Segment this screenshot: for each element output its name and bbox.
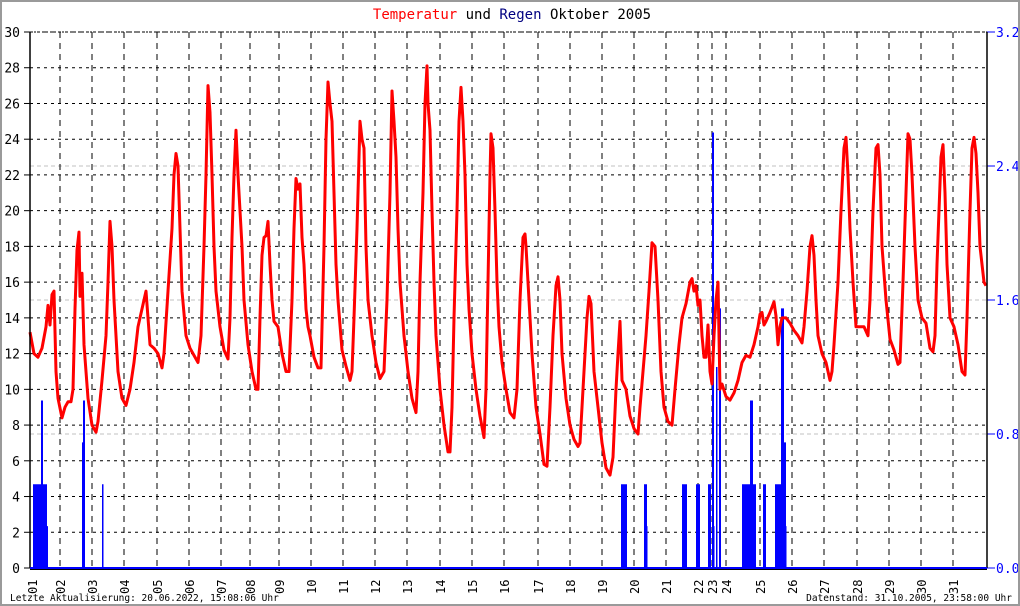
title-month: Oktober 2005 — [550, 7, 651, 23]
x-tick-label: 21 — [660, 580, 674, 594]
x-tick-label: 23 — [706, 580, 720, 594]
rain-bar — [82, 442, 84, 568]
rain-bar — [781, 308, 784, 568]
rain-bar — [83, 400, 85, 568]
grid — [30, 31, 987, 568]
x-tick-label: 29 — [883, 580, 897, 594]
rain-bar — [621, 484, 627, 568]
rain-bar — [785, 526, 787, 568]
rain-bar — [763, 484, 766, 568]
x-tick-label: 05 — [151, 580, 165, 594]
rain-bar — [696, 484, 700, 568]
rain-bar — [46, 526, 48, 568]
x-tick-label: 31 — [947, 580, 961, 594]
x-tick-label: 16 — [498, 580, 512, 594]
y-left-tick-label: 4 — [12, 491, 20, 506]
y-right-tick-label: 3.2 — [996, 26, 1018, 41]
x-tick-label: 07 — [215, 580, 229, 594]
x-tick-label: 18 — [564, 580, 578, 594]
y-right-tick-label: 0.0 — [996, 562, 1018, 577]
x-tick-label: 10 — [305, 580, 319, 594]
y-left-tick-label: 18 — [4, 240, 20, 255]
y-left-tick-label: 30 — [4, 26, 20, 41]
axes: 0246810121416182022242628300.00.81.62.43… — [4, 26, 1018, 594]
x-tick-label: 04 — [118, 580, 132, 594]
y-left-tick-label: 12 — [4, 348, 20, 363]
x-tick-label: 28 — [851, 580, 865, 594]
title-and: und — [466, 7, 491, 23]
x-tick-label: 03 — [86, 580, 100, 594]
y-left-tick-label: 2 — [12, 526, 20, 541]
y-right-tick-label: 2.4 — [996, 160, 1018, 175]
rain-bars — [33, 132, 787, 568]
title-temperature: Temperatur — [373, 7, 457, 23]
y-left-tick-label: 16 — [4, 276, 20, 291]
x-tick-label: 15 — [466, 580, 480, 594]
rain-bar — [784, 442, 786, 568]
x-tick-label: 11 — [337, 580, 351, 594]
rain-bar — [750, 400, 753, 568]
x-tick-label: 25 — [754, 580, 768, 594]
rain-bar — [41, 400, 43, 568]
x-tick-label: 09 — [273, 580, 287, 594]
x-tick-label: 24 — [720, 580, 734, 594]
x-tick-label: 02 — [54, 580, 68, 594]
y-left-tick-label: 26 — [4, 97, 20, 112]
rain-bar — [102, 484, 104, 568]
x-tick-label: 12 — [369, 580, 383, 594]
x-tick-label: 26 — [786, 580, 800, 594]
rain-bar — [708, 484, 711, 568]
rain-bar — [719, 308, 721, 568]
x-tick-label: 08 — [244, 580, 258, 594]
chart-title: Temperatur und Regen Oktober 2005 — [373, 7, 651, 23]
y-left-tick-label: 8 — [12, 419, 20, 434]
rain-bar — [742, 484, 756, 568]
temperature-series — [28, 64, 988, 477]
y-left-tick-label: 14 — [4, 312, 20, 327]
x-tick-label: 01 — [26, 580, 40, 594]
x-tick-label: 20 — [628, 580, 642, 594]
data-state-text: Datenstand: 31.10.2005, 23:58:00 Uhr — [806, 593, 1012, 604]
rain-bar — [682, 484, 687, 568]
last-update-text: Letzte Aktualisierung: 20.06.2022, 15:08… — [10, 593, 279, 604]
y-left-tick-label: 22 — [4, 169, 20, 184]
x-tick-label: 17 — [532, 580, 546, 594]
rain-bar — [646, 526, 648, 568]
rain-bar — [775, 484, 785, 568]
y-left-tick-label: 20 — [4, 205, 20, 220]
rain-bar — [716, 367, 718, 568]
x-tick-label: 06 — [183, 580, 197, 594]
rain-bar — [33, 484, 47, 568]
temperature-line — [28, 64, 988, 477]
x-tick-label: 14 — [434, 580, 448, 594]
title-rain: Regen — [499, 7, 541, 23]
x-tick-label: 22 — [692, 580, 706, 594]
rain-bar — [644, 484, 647, 568]
y-right-tick-label: 1.6 — [996, 294, 1018, 309]
y-left-tick-label: 6 — [12, 455, 20, 470]
x-tick-label: 27 — [818, 580, 832, 594]
y-right-tick-label: 0.8 — [996, 428, 1018, 443]
x-tick-label: 13 — [401, 580, 415, 594]
x-tick-label: 30 — [915, 580, 929, 594]
x-tick-label: 19 — [596, 580, 610, 594]
y-left-tick-label: 28 — [4, 62, 20, 77]
y-left-tick-label: 0 — [12, 562, 20, 577]
y-left-tick-label: 10 — [4, 383, 20, 398]
rain-bar — [713, 526, 715, 568]
y-left-tick-label: 24 — [4, 133, 20, 148]
